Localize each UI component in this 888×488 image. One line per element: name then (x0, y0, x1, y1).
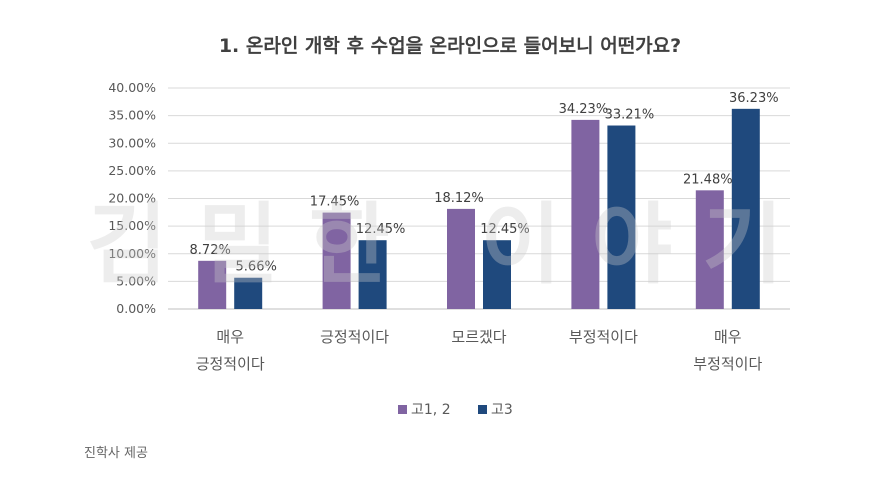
bar-g3 (483, 240, 511, 309)
legend-label: 고3 (491, 402, 513, 418)
y-tick-label: 0.00% (116, 301, 156, 316)
bar-g12 (695, 190, 724, 309)
bar-g3 (358, 240, 387, 309)
y-tick-label: 25.00% (108, 163, 156, 178)
bar-g12 (447, 208, 475, 309)
y-tick-label: 5.00% (116, 273, 156, 288)
y-axis: 0.00% 5.00% 10.00% 15.00% 20.00% 25.00% 30.00%… (108, 80, 156, 316)
data-label: 17.45% (310, 195, 360, 210)
data-label: 12.45% (480, 222, 530, 237)
gridlines (168, 87, 790, 310)
category-label: 매우 (216, 328, 244, 346)
bar-g3 (234, 277, 263, 309)
y-tick-label: 20.00% (108, 191, 156, 206)
data-label: 36.23% (729, 91, 779, 106)
data-label: 5.66% (236, 260, 277, 275)
data-label: 18.12% (434, 191, 484, 206)
y-tick-label: 10.00% (108, 246, 156, 261)
legend: 고1, 2 고3 (398, 402, 513, 418)
legend-label: 고1, 2 (411, 402, 451, 418)
category-label: 긍정적이다 (196, 355, 265, 373)
data-label: 12.45% (356, 222, 406, 237)
y-tick-label: 30.00% (108, 135, 156, 150)
legend-swatch (398, 405, 407, 414)
bar-g12 (198, 260, 227, 309)
y-tick-label: 40.00% (108, 80, 156, 95)
image-caption: 진학사 제공 (84, 446, 148, 461)
legend-swatch (478, 405, 487, 414)
data-label: 21.48% (683, 172, 733, 187)
category-label: 모르겠다 (451, 328, 506, 346)
data-label: 33.21% (605, 108, 655, 123)
bar-g12 (322, 212, 351, 309)
data-label: 34.23% (559, 102, 609, 117)
y-tick-label: 15.00% (108, 218, 156, 233)
watermark-text: 김밀한 이야기 (87, 193, 813, 296)
category-label: 부정적이다 (693, 355, 762, 373)
category-label: 매우 (714, 328, 742, 346)
bar-g3 (731, 108, 760, 309)
data-labels: 8.72% 5.66% 17.45% 12.45% 18.12% 12.45% 34.23%… (190, 91, 779, 275)
data-label: 8.72% (190, 243, 231, 258)
watermark: 김밀한 이야기 (87, 193, 813, 296)
bar-g12 (571, 119, 600, 310)
y-tick-label: 35.00% (108, 108, 156, 123)
chart-title: 1. 온라인 개학 후 수업을 온라인으로 들어보니 어떤가요? (219, 35, 681, 57)
category-label: 긍정적이다 (320, 328, 389, 346)
bar-g3 (607, 125, 636, 310)
bars (198, 108, 760, 310)
category-label: 부정적이다 (569, 328, 638, 346)
